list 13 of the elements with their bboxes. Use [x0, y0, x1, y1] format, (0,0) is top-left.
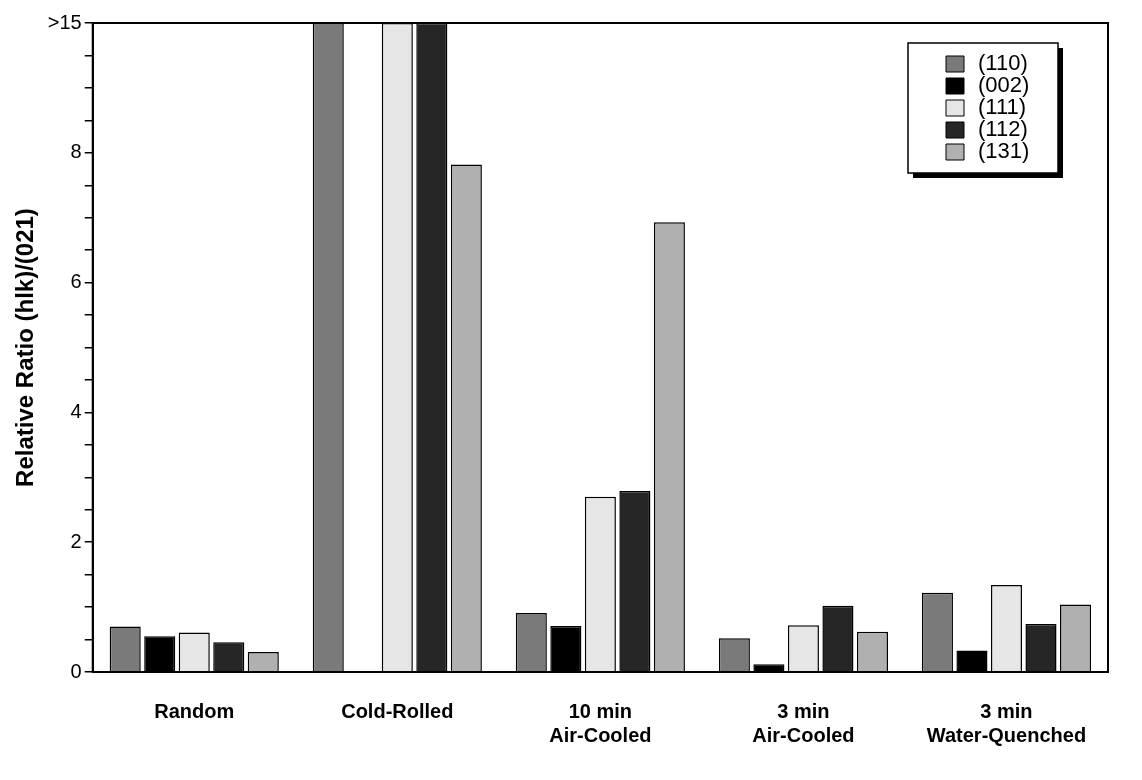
x-tick-label: Cold-Rolled	[341, 699, 454, 722]
y-tick-label: 2	[70, 529, 82, 552]
y-tick-label: 0	[70, 659, 82, 682]
y-tick-label: 6	[70, 270, 82, 293]
y-tick-label: 8	[70, 140, 82, 163]
legend-label: (110)	[978, 50, 1028, 76]
y-tick-label: 4	[70, 399, 82, 422]
y-axis-title: Relative Ratio (hlk)/(021)	[11, 208, 39, 487]
x-tick-label: 10 min Air-Cooled	[549, 699, 652, 746]
x-tick-label: Random	[154, 699, 235, 722]
y-tick-label: >15	[47, 10, 82, 33]
x-tick-label: 3 min Air-Cooled	[752, 699, 855, 746]
x-tick-label: 3 min Water-Quenched	[926, 699, 1087, 746]
